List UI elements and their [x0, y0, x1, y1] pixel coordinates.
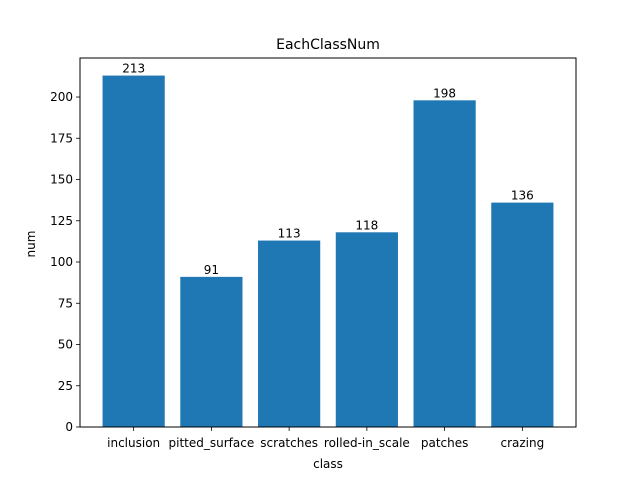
data-label: 213 — [122, 62, 145, 76]
y-tick-label: 25 — [58, 379, 73, 393]
data-label: 113 — [278, 227, 301, 241]
y-tick-label: 150 — [50, 173, 73, 187]
bar-patches — [413, 100, 476, 427]
y-tick-label: 125 — [50, 214, 73, 228]
data-label: 91 — [204, 263, 219, 277]
y-tick-label: 50 — [58, 338, 73, 352]
data-label-group: 213 91 113 118 198 136 — [122, 62, 534, 277]
bar-crazing — [491, 202, 554, 427]
y-tick-group: 0 25 50 75 100 125 150 175 200 — [50, 90, 80, 434]
data-label: 198 — [433, 86, 456, 100]
y-tick-label: 175 — [50, 131, 73, 145]
x-tick-label: scratches — [260, 436, 318, 450]
x-tick-label: crazing — [500, 436, 544, 450]
y-tick-label: 0 — [65, 420, 73, 434]
data-label: 118 — [355, 218, 378, 232]
chart-title: EachClassNum — [276, 37, 380, 53]
bar-pitted_surface — [180, 276, 243, 427]
y-axis-label: num — [24, 231, 38, 258]
bar-rolled-in_scale — [335, 232, 398, 427]
x-tick-group: inclusion pitted_surface scratches rolled-i… — [107, 427, 544, 450]
x-axis-label: class — [313, 457, 343, 471]
y-tick-label: 75 — [58, 296, 73, 310]
x-tick-label: patches — [421, 436, 469, 450]
x-tick-label: pitted_surface — [169, 436, 255, 450]
bar-scratches — [258, 240, 321, 427]
x-tick-label: inclusion — [107, 436, 160, 450]
x-tick-label: rolled-in_scale — [324, 436, 410, 450]
bars-group — [102, 75, 554, 427]
plot-area-frame — [79, 57, 577, 428]
data-label: 136 — [511, 189, 534, 203]
y-tick-label: 200 — [50, 90, 73, 104]
y-tick-label: 100 — [50, 255, 73, 269]
bar-inclusion — [102, 75, 165, 427]
